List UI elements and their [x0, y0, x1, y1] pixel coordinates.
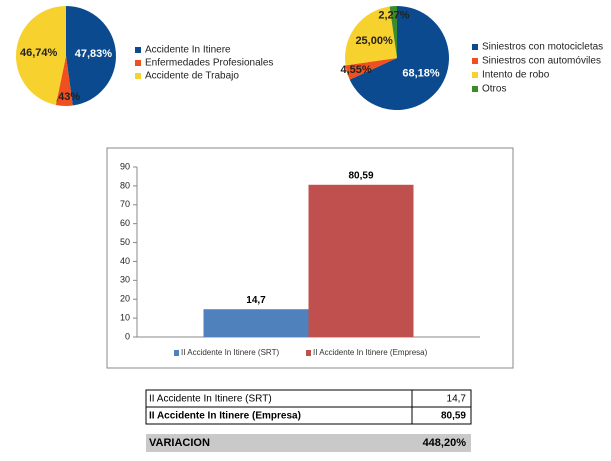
pie-slice: [66, 6, 116, 106]
pie-slice: [345, 58, 397, 80]
table-cell: II Accidente In Itinere (Empresa): [149, 411, 301, 422]
legend-swatch: [306, 350, 311, 356]
pie-slice: [16, 6, 67, 105]
legend-label: Siniestros con automóviles: [482, 56, 601, 67]
slice-label: 68,18%: [402, 67, 440, 79]
total-value: 448,20%: [423, 437, 467, 449]
legend-label: Accidente de Trabajo: [145, 71, 239, 82]
legend-label: Siniestros con motocicletas: [482, 42, 603, 53]
slice-label: 46,74%: [20, 47, 58, 59]
y-tick-label: 60: [120, 218, 130, 228]
y-tick-label: 50: [120, 237, 130, 247]
legend-label: Otros: [482, 84, 506, 95]
legend-swatch: [472, 44, 478, 50]
bar-value-label: 80,59: [348, 170, 373, 181]
table-cell: II Accidente In Itinere (SRT): [149, 394, 272, 405]
legend-label: Accidente In Itinere: [145, 45, 231, 56]
bar: [203, 309, 309, 337]
legend-swatch: [174, 350, 179, 356]
legend-label: II Accidente In Itinere (Empresa): [313, 348, 428, 357]
legend-swatch: [135, 60, 141, 66]
bar: [308, 184, 414, 337]
pie-slice: [55, 56, 73, 106]
pie-slice: [389, 6, 397, 58]
legend-label: Intento de robo: [482, 70, 550, 81]
legend-label: II Accidente In Itinere (SRT): [181, 348, 279, 357]
legend-label: Enfermedades Profesionales: [145, 58, 273, 69]
total-row: [146, 434, 471, 452]
y-tick-label: 40: [120, 256, 130, 266]
y-tick-label: 30: [120, 275, 130, 285]
y-tick-label: 0: [125, 331, 130, 341]
slice-label: 2,27%: [378, 9, 409, 21]
table-cell: 14,7: [447, 394, 467, 405]
legend-swatch: [472, 72, 478, 78]
legend-swatch: [135, 73, 141, 79]
slice-label: 4,55%: [340, 64, 371, 76]
y-tick-label: 70: [120, 199, 130, 209]
slice-label: 47,83%: [75, 48, 113, 60]
pie-slice: [345, 6, 397, 66]
bar-value-label: 14,7: [246, 295, 266, 306]
total-label: VARIACION: [149, 437, 210, 449]
legend-swatch: [472, 86, 478, 92]
y-tick-label: 10: [120, 312, 130, 322]
legend-swatch: [472, 58, 478, 64]
y-tick-label: 20: [120, 294, 130, 304]
table-cell: 80,59: [441, 411, 466, 422]
y-tick-label: 80: [120, 180, 130, 190]
table: II Accidente In Itinere (SRT) 14,7 II Ac…: [145, 389, 472, 452]
y-tick-label: 90: [120, 161, 130, 171]
slice-label: 25,00%: [355, 35, 393, 47]
pie-slice: [349, 6, 449, 110]
legend-swatch: [135, 47, 141, 53]
